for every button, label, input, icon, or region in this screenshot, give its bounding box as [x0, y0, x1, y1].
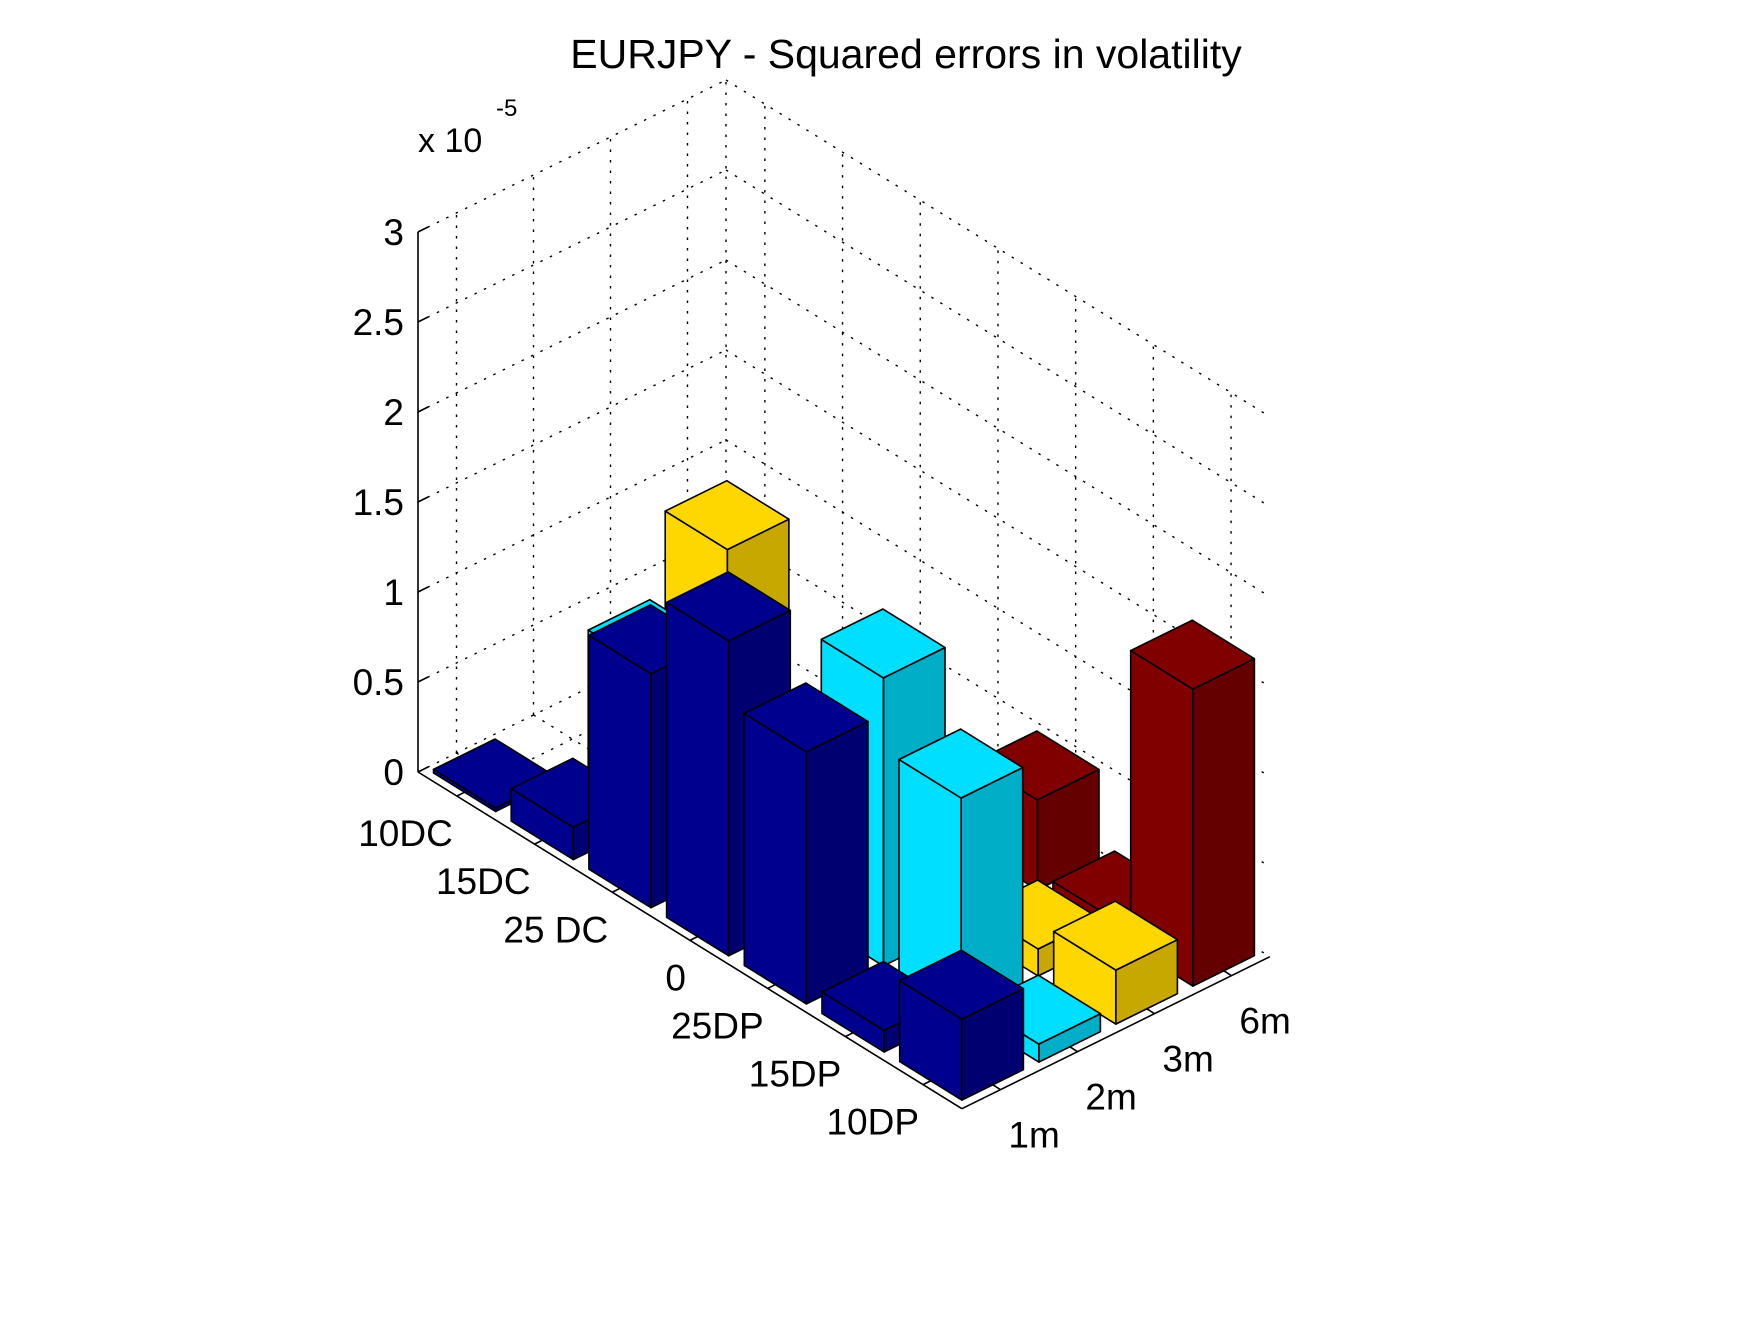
labels-layer: 0 0.5 1 1.5 2 2.5 3 10DC 15DC 25 DC 0 25DP 15DP 10DP 1… — [353, 212, 1291, 1156]
bar-face-top — [664, 479, 790, 551]
bar-face-top — [1129, 619, 1256, 690]
bar-face-side — [665, 601, 730, 957]
bar-face-top — [898, 728, 1024, 799]
bar-face-side — [743, 712, 808, 1005]
gridline-z-right-wall — [725, 349, 1271, 688]
y-tick-mark — [456, 791, 466, 797]
chart-title: EURJPY - Squared errors in volatility — [570, 31, 1242, 77]
z-tick-label: 3 — [383, 212, 404, 253]
gridline-z-right-wall — [725, 439, 1271, 778]
z-tick-mark — [417, 586, 429, 593]
bar-face-top — [1052, 900, 1179, 971]
gridline-z-right-wall — [725, 79, 1271, 418]
axis-layer — [417, 226, 1271, 1110]
y-tick-mark — [922, 1079, 932, 1086]
gridline-z-right-wall — [725, 259, 1271, 598]
x-tick-label: 3m — [1162, 1039, 1213, 1080]
z-tick-label: 2 — [383, 392, 404, 433]
bar-face-top — [898, 949, 1025, 1020]
gridline-z-left-wall — [417, 259, 727, 413]
bar-face-top — [820, 608, 946, 679]
gridline-z-right-wall — [725, 169, 1271, 508]
bar-face-top — [743, 682, 869, 753]
bar-1m-10DP — [898, 949, 1025, 1101]
gridline-z-left-wall — [417, 349, 727, 503]
z-exponent-label: x 10 — [418, 122, 482, 160]
y-tick-label: 0 — [665, 957, 686, 998]
z-tick-mark — [417, 766, 429, 773]
bar-face-side — [588, 634, 652, 909]
x-tick-label: 1m — [1008, 1115, 1059, 1156]
y-tick-label: 25 DC — [503, 909, 608, 950]
bar-face-top — [665, 571, 792, 642]
y-tick-mark — [844, 1031, 854, 1038]
x-tick-label: 6m — [1239, 1001, 1290, 1042]
y-tick-label: 15DC — [436, 861, 531, 902]
z-tick-mark — [417, 226, 429, 233]
gridline-z-right-wall — [725, 529, 1271, 868]
y-tick-mark — [534, 839, 543, 845]
y-tick-mark — [689, 935, 699, 942]
bar-6m-10DP — [1129, 619, 1256, 987]
bar-face-front — [1192, 657, 1256, 987]
z-tick-label: 1 — [383, 572, 404, 613]
x-tick-label: 2m — [1085, 1077, 1136, 1118]
y-tick-label: 10DC — [358, 813, 453, 854]
bars-layer — [432, 479, 1256, 1101]
bar-1m-25DP — [743, 682, 869, 1005]
z-tick-label: 0 — [383, 752, 404, 793]
x-axis-line — [961, 955, 1271, 1110]
bar-face-front — [805, 720, 869, 1005]
gridline-z-right-wall — [725, 619, 1271, 958]
z-tick-mark — [417, 676, 429, 683]
y-tick-mark — [767, 983, 777, 990]
gridline-z-left-wall — [417, 169, 727, 323]
y-tick-label: 10DP — [826, 1102, 919, 1143]
z-tick-label: 1.5 — [353, 482, 404, 523]
z-tick-mark — [417, 316, 429, 323]
y-tick-label: 25DP — [671, 1005, 764, 1046]
z-exponent-power: -5 — [496, 95, 517, 122]
z-tick-mark — [417, 496, 429, 503]
y-tick-mark — [611, 887, 621, 893]
z-tick-mark — [417, 406, 429, 413]
bar-3m-10DP — [1052, 900, 1179, 1025]
z-tick-label: 0.5 — [353, 662, 404, 703]
y-tick-label: 15DP — [749, 1054, 842, 1095]
bar-2m-15DP — [898, 728, 1024, 1015]
z-tick-label: 2.5 — [353, 302, 404, 343]
